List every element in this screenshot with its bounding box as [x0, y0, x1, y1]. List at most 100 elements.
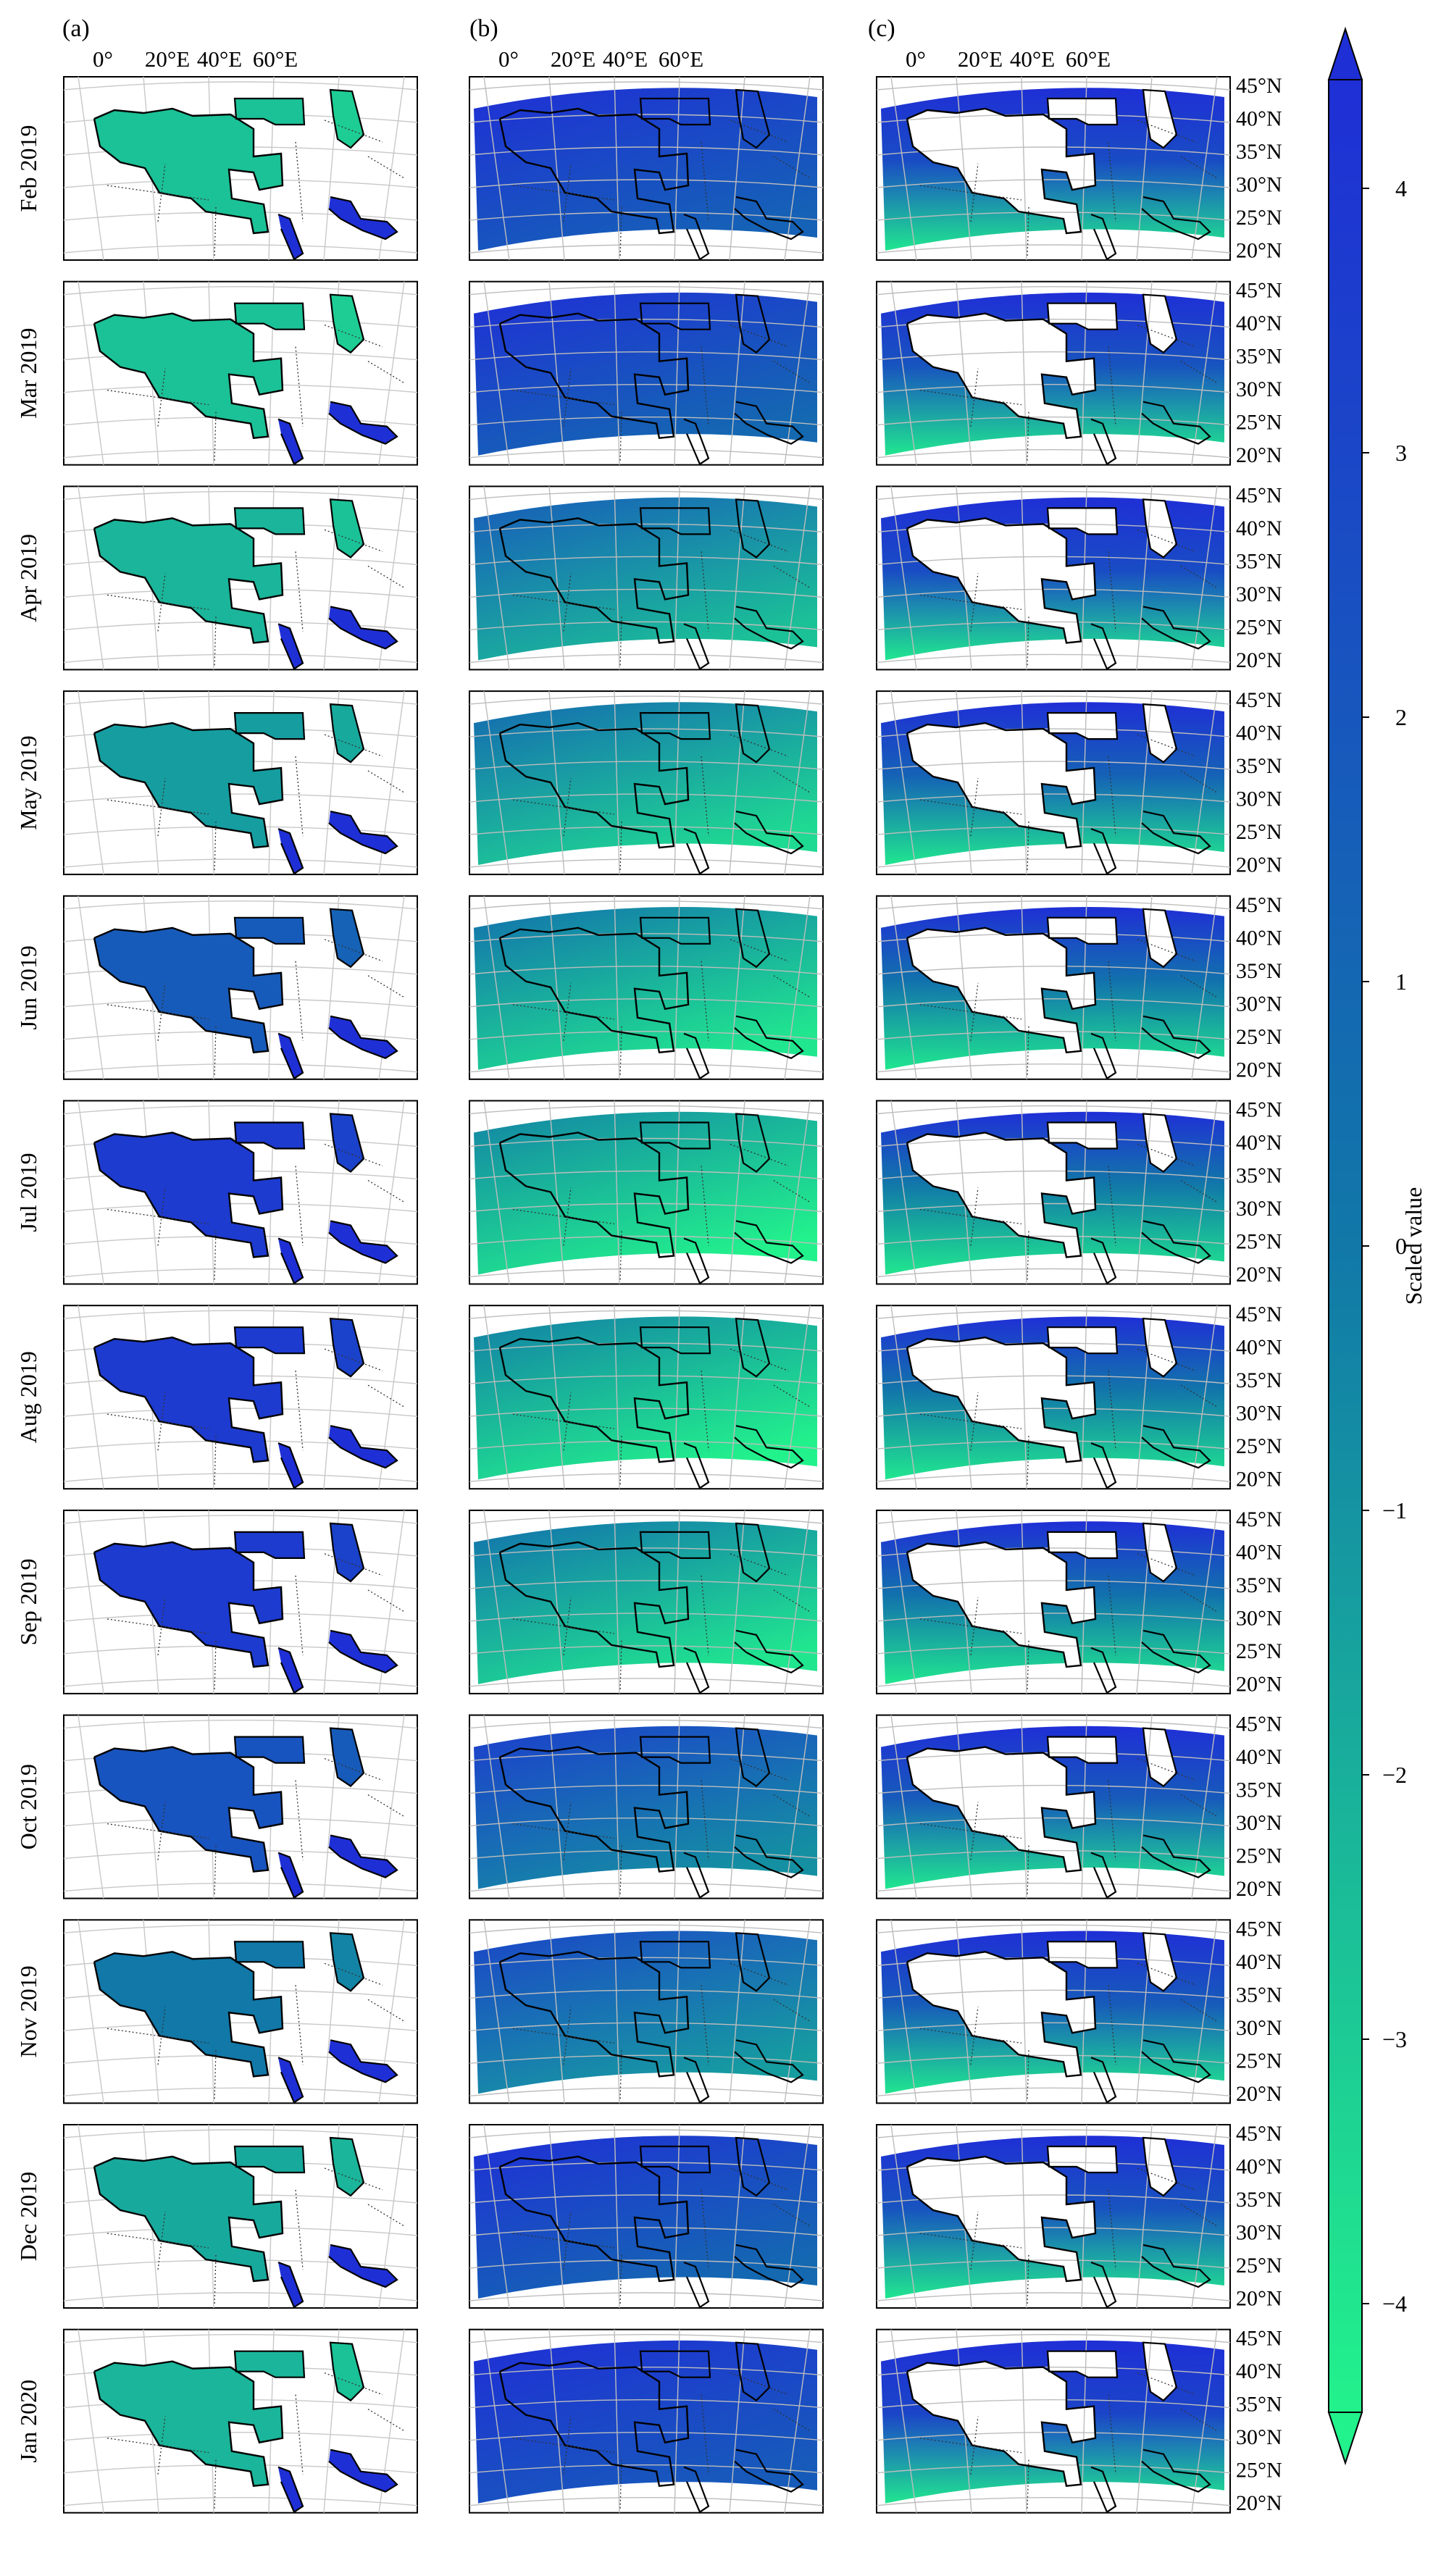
map-panel-b — [469, 485, 824, 671]
month-label: Sep 2019 — [15, 1558, 41, 1645]
latitude-label: 25°N — [1236, 1230, 1282, 1254]
map-panel-c: 45°N 40°N 35°N 30°N 25°N 20°N — [876, 74, 1282, 263]
latitude-label: 20°N — [1236, 239, 1282, 263]
latitude-label: 30°N — [1236, 377, 1282, 401]
map-panel-a — [63, 485, 418, 671]
map-panel-a — [63, 2124, 418, 2309]
map-row: Apr 2019 45°N 40°N 35°N 30°N 25°N 20°N — [15, 483, 1282, 672]
month-label: Apr 2019 — [15, 534, 41, 622]
map-row: Jan 2020 45°N 40°N 35°N 30°N 25°N 20°N — [15, 2327, 1282, 2516]
colorbar-tick-label: −1 — [1382, 1497, 1407, 1523]
latitude-label: 40°N — [1236, 517, 1282, 540]
latitude-label: 35°N — [1236, 345, 1282, 369]
map-panel-b — [469, 280, 824, 466]
map-panel-c: 45°N 40°N 35°N 30°N 25°N 20°N — [876, 279, 1282, 467]
longitude-label: 60°E — [253, 46, 298, 72]
map-panel-c: 45°N 40°N 35°N 30°N 25°N 20°N — [876, 1302, 1282, 1492]
map-panel-b — [469, 1509, 824, 1694]
latitude-label: 45°N — [1236, 2122, 1282, 2146]
panel-headers: (a)0° 20°E 40°E 60°E(b)0° 20°E 40°E 60°E(c)0° 2… — [62, 15, 1111, 72]
latitude-label: 35°N — [1236, 959, 1282, 983]
month-label: Dec 2019 — [15, 2172, 41, 2262]
map-panel-b — [469, 1100, 824, 1285]
latitude-label: 40°N — [1236, 1131, 1282, 1155]
latitude-label: 20°N — [1236, 443, 1282, 467]
month-label: Aug 2019 — [15, 1351, 41, 1443]
latitude-label: 25°N — [1236, 820, 1282, 844]
map-panel-a — [63, 1509, 418, 1694]
latitude-label: 20°N — [1236, 2287, 1282, 2311]
panel-letter: (c) — [868, 15, 895, 42]
month-label: Oct 2019 — [15, 1764, 41, 1849]
map-panel-c: 45°N 40°N 35°N 30°N 25°N 20°N — [876, 2122, 1282, 2311]
map-row: Mar 2019 45°N 40°N 35°N 30°N 25°N 20°N — [15, 279, 1282, 468]
colorbar-tick-label: 1 — [1395, 969, 1407, 995]
latitude-label: 30°N — [1236, 1402, 1282, 1426]
latitude-label: 35°N — [1236, 1164, 1282, 1188]
map-panel-a — [63, 1714, 418, 1899]
month-label: Feb 2019 — [15, 125, 41, 212]
map-panel-a — [63, 280, 418, 466]
longitude-label: 0° — [93, 46, 113, 72]
map-panel-b — [469, 1919, 824, 2104]
latitude-label: 35°N — [1236, 1983, 1282, 2007]
latitude-label: 20°N — [1236, 1058, 1282, 1082]
map-panel-a — [63, 2328, 418, 2514]
latitude-label: 45°N — [1236, 893, 1282, 917]
map-row: Jun 2019 45°N 40°N 35°N 30°N 25°N 20°N — [15, 893, 1282, 1082]
longitude-label: 20°E — [551, 46, 596, 72]
latitude-label: 25°N — [1236, 2459, 1282, 2483]
map-panel-a — [63, 690, 418, 876]
latitude-label: 25°N — [1236, 206, 1282, 230]
map-panel-b — [469, 2124, 824, 2309]
map-panel-a — [63, 1100, 418, 1285]
map-panel-b — [469, 1714, 824, 1899]
colorbar-tick-label: 3 — [1395, 440, 1407, 466]
latitude-label: 40°N — [1236, 1745, 1282, 1769]
latitude-label: 25°N — [1236, 1434, 1282, 1458]
latitude-label: 40°N — [1236, 722, 1282, 745]
colorbar-label: Scaled value — [1400, 1187, 1426, 1305]
latitude-label: 25°N — [1236, 2254, 1282, 2278]
latitude-label: 30°N — [1236, 2425, 1282, 2449]
latitude-label: 25°N — [1236, 1639, 1282, 1663]
latitude-label: 40°N — [1236, 2359, 1282, 2383]
latitude-label: 40°N — [1236, 2155, 1282, 2179]
colorbar-tick-label: −4 — [1382, 2291, 1407, 2317]
colorbar-tick-label: −3 — [1382, 2026, 1407, 2052]
panel-letter: (a) — [62, 15, 90, 42]
month-label: Nov 2019 — [15, 1965, 41, 2057]
latitude-label: 25°N — [1236, 2049, 1282, 2073]
latitude-label: 45°N — [1236, 688, 1282, 712]
latitude-label: 45°N — [1236, 1713, 1282, 1736]
longitude-label: 40°E — [603, 46, 648, 72]
map-panel-b — [469, 76, 824, 261]
latitude-label: 30°N — [1236, 1811, 1282, 1835]
latitude-label: 45°N — [1236, 1507, 1282, 1531]
map-panel-c: 45°N 40°N 35°N 30°N 25°N 20°N — [876, 893, 1282, 1082]
latitude-label: 20°N — [1236, 1672, 1282, 1696]
map-panel-a — [63, 1305, 418, 1490]
map-panel-c: 45°N 40°N 35°N 30°N 25°N 20°N — [876, 688, 1282, 877]
latitude-label: 40°N — [1236, 1540, 1282, 1564]
latitude-label: 20°N — [1236, 2491, 1282, 2515]
map-row: Oct 2019 45°N 40°N 35°N 30°N 25°N 20°N — [15, 1713, 1282, 1902]
map-row: Nov 2019 45°N 40°N 35°N 30°N 25°N 20°N — [15, 1917, 1282, 2106]
latitude-label: 45°N — [1236, 1917, 1282, 1941]
map-panel-b — [469, 1305, 824, 1490]
longitude-label: 0° — [906, 46, 926, 72]
month-label: May 2019 — [15, 735, 41, 830]
latitude-label: 40°N — [1236, 311, 1282, 335]
longitude-label: 60°E — [659, 46, 703, 72]
latitude-label: 20°N — [1236, 1877, 1282, 1901]
latitude-label: 40°N — [1236, 926, 1282, 950]
longitude-label: 40°E — [1010, 46, 1055, 72]
latitude-label: 20°N — [1236, 1263, 1282, 1287]
latitude-label: 45°N — [1236, 1302, 1282, 1326]
map-panel-c: 45°N 40°N 35°N 30°N 25°N 20°N — [876, 1713, 1282, 1901]
latitude-label: 35°N — [1236, 2188, 1282, 2212]
latitude-label: 20°N — [1236, 2082, 1282, 2106]
latitude-label: 45°N — [1236, 2327, 1282, 2351]
latitude-label: 35°N — [1236, 549, 1282, 573]
